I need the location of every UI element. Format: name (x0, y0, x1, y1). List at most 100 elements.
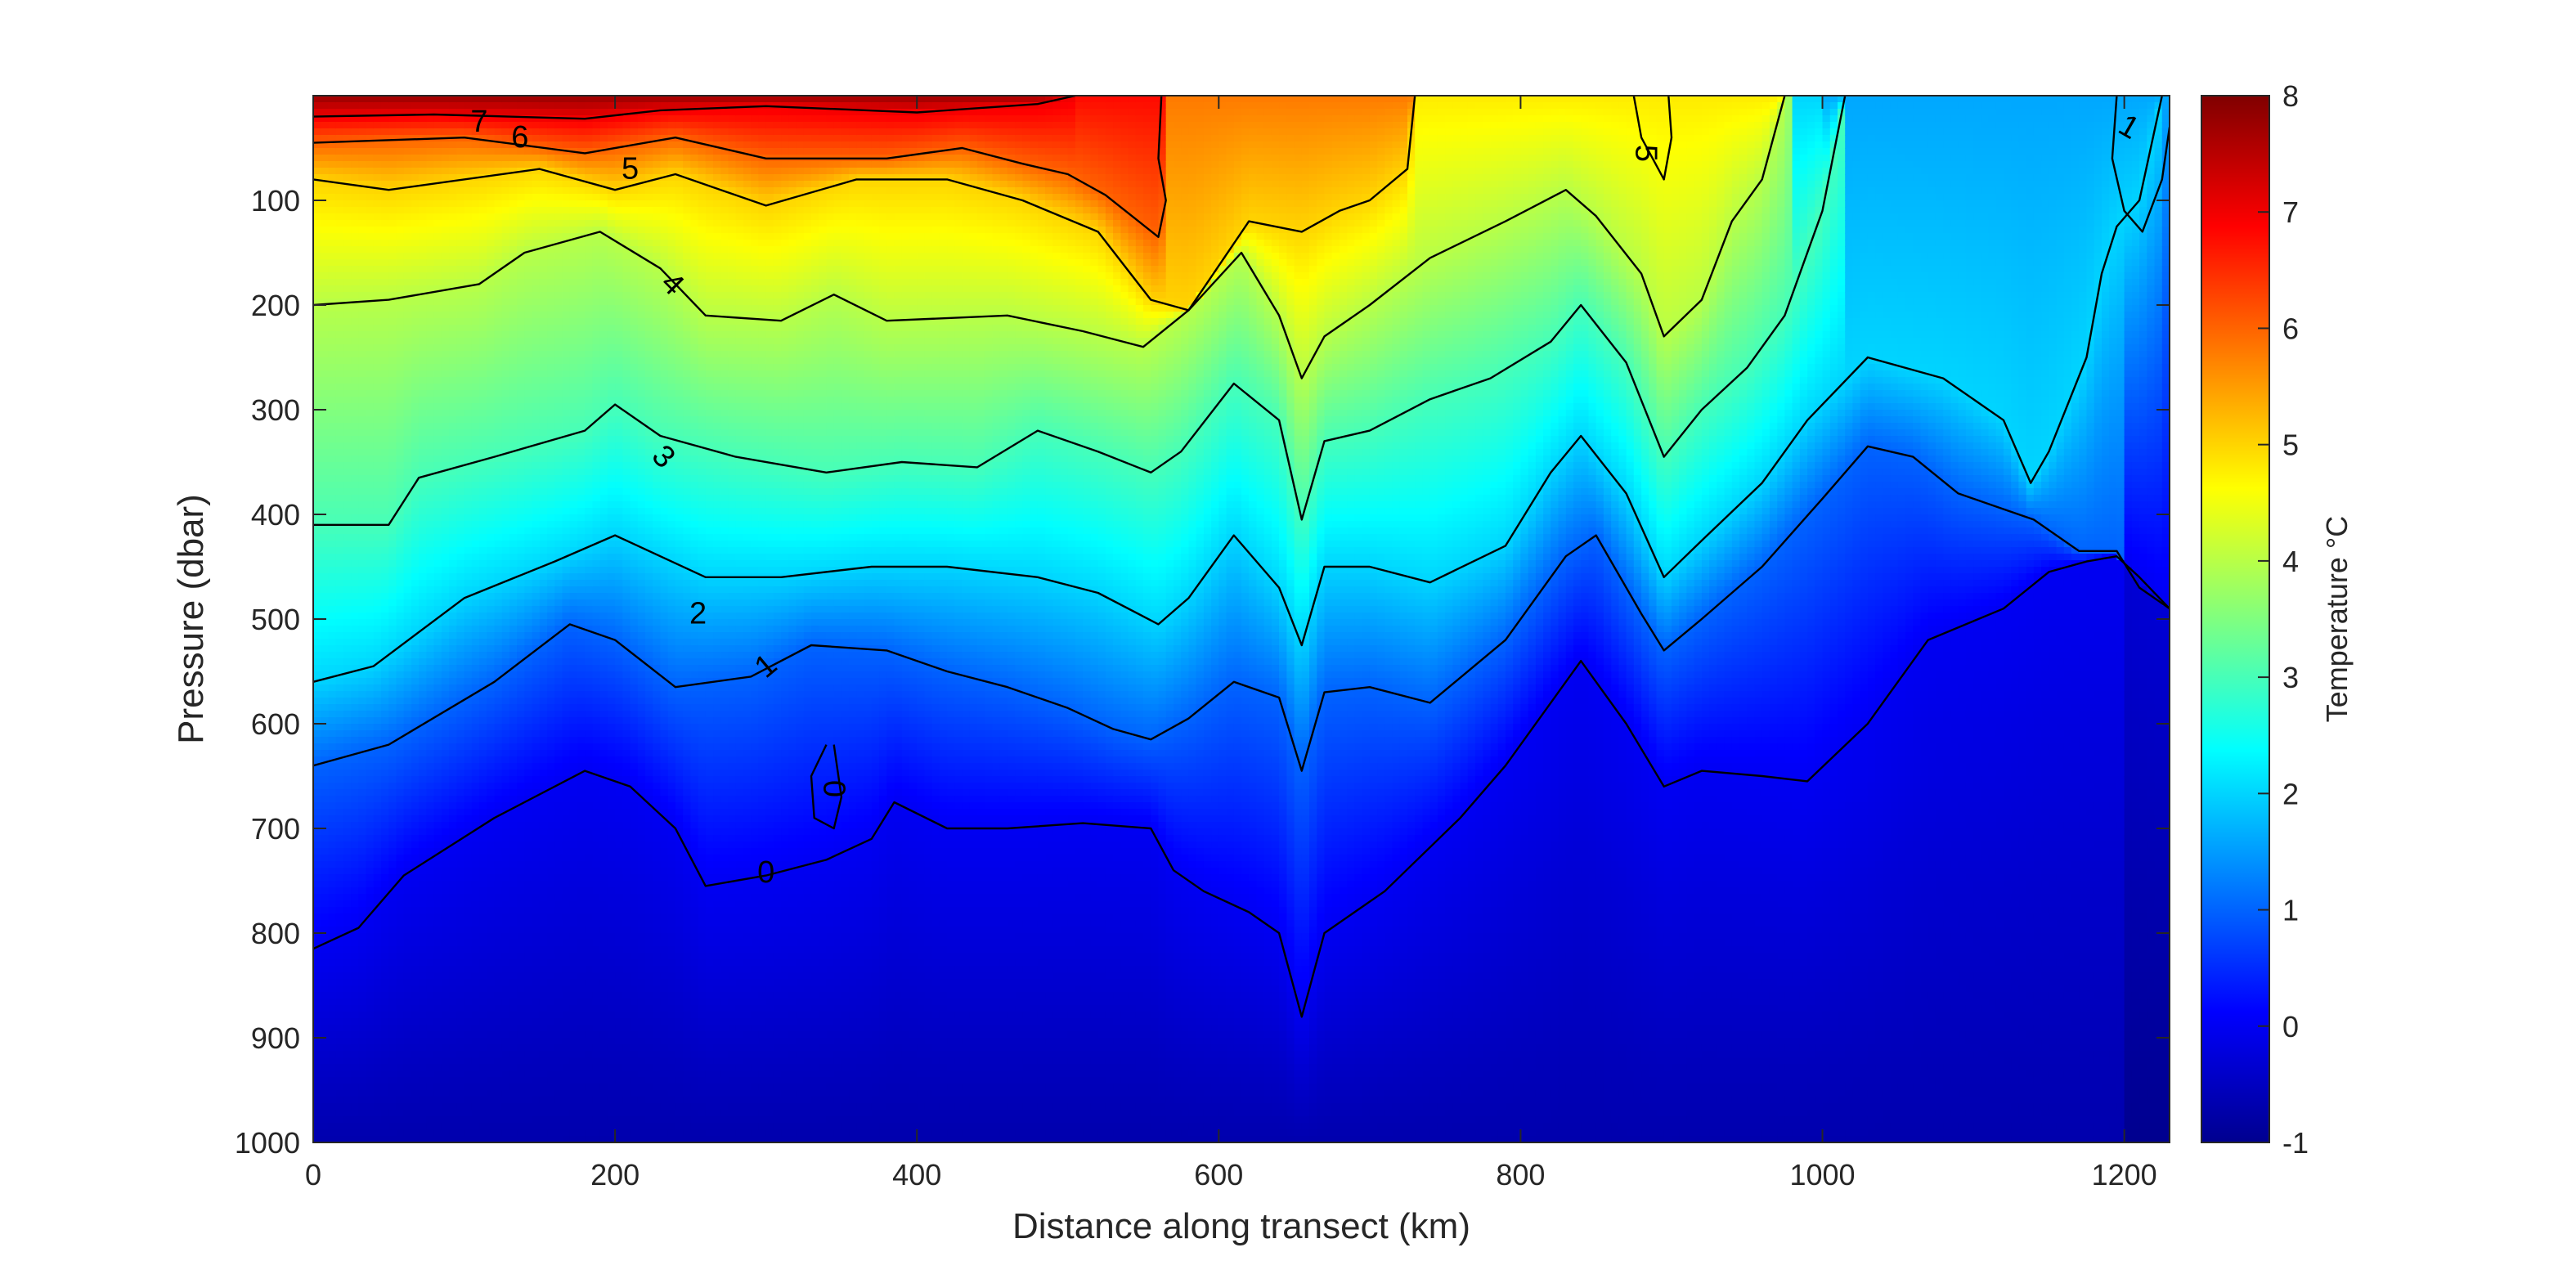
temperature-cell (426, 658, 435, 666)
temperature-cell (539, 822, 548, 829)
temperature-cell (464, 233, 473, 240)
temperature-cell (539, 508, 548, 515)
temperature-cell (509, 141, 518, 149)
temperature-cell (366, 1057, 375, 1065)
temperature-cell (524, 770, 533, 777)
temperature-cell (343, 148, 352, 155)
temperature-cell (471, 351, 480, 358)
temperature-cell (456, 828, 465, 836)
temperature-cell (471, 298, 480, 306)
temperature-cell (366, 181, 375, 188)
temperature-cell (366, 920, 375, 927)
temperature-cell (328, 541, 337, 548)
temperature-cell (441, 586, 450, 594)
temperature-cell (388, 887, 397, 895)
temperature-cell (509, 318, 518, 325)
temperature-cell (343, 946, 352, 954)
temperature-cell (373, 1077, 382, 1084)
temperature-cell (321, 1097, 330, 1104)
temperature-cell (411, 770, 420, 777)
temperature-cell (335, 756, 344, 764)
temperature-cell (464, 364, 473, 371)
temperature-cell (494, 514, 503, 522)
temperature-cell (351, 868, 360, 875)
temperature-cell (426, 547, 435, 554)
temperature-cell (464, 436, 473, 443)
temperature-fill (313, 96, 2170, 1142)
temperature-cell (501, 822, 510, 829)
temperature-cell (433, 907, 442, 914)
temperature-cell (343, 488, 352, 496)
temperature-cell (373, 338, 382, 345)
temperature-cell (419, 632, 428, 640)
temperature-cell (517, 161, 526, 168)
temperature-cell (532, 763, 541, 770)
temperature-cell (524, 639, 533, 646)
temperature-cell (396, 580, 405, 587)
temperature-cell (351, 102, 360, 110)
temperature-cell (426, 331, 435, 339)
temperature-cell (449, 109, 458, 116)
temperature-cell (456, 547, 465, 554)
temperature-cell (524, 312, 533, 319)
temperature-cell (321, 776, 330, 783)
temperature-cell (358, 678, 367, 685)
temperature-cell (464, 992, 473, 999)
temperature-cell (358, 554, 367, 561)
temperature-cell (464, 351, 473, 358)
temperature-cell (373, 613, 382, 620)
temperature-cell (403, 586, 412, 594)
temperature-cell (396, 102, 405, 110)
temperature-cell (313, 442, 322, 450)
temperature-cell (373, 168, 382, 175)
temperature-cell (313, 743, 322, 751)
temperature-cell (539, 233, 548, 240)
temperature-cell (494, 331, 503, 339)
temperature-cell (487, 802, 496, 810)
temperature-cell (358, 946, 367, 954)
temperature-cell (328, 357, 337, 365)
temperature-cell (471, 887, 480, 895)
temperature-cell (449, 436, 458, 443)
temperature-cell (321, 658, 330, 666)
temperature-cell (456, 475, 465, 482)
temperature-cell (381, 756, 390, 764)
temperature-cell (343, 325, 352, 332)
temperature-cell (532, 403, 541, 411)
temperature-cell (321, 809, 330, 816)
temperature-cell (524, 429, 533, 437)
temperature-cell (358, 671, 367, 679)
temperature-cell (343, 763, 352, 770)
temperature-cell (351, 240, 360, 247)
temperature-cell (419, 534, 428, 541)
temperature-cell (366, 750, 375, 757)
temperature-cell (539, 527, 548, 535)
temperature-cell (517, 822, 526, 829)
temperature-cell (328, 717, 337, 725)
temperature-cell (403, 1031, 412, 1039)
temperature-cell (539, 619, 548, 626)
temperature-cell (403, 233, 412, 240)
temperature-cell (381, 567, 390, 574)
temperature-cell (501, 266, 510, 273)
temperature-cell (426, 953, 435, 960)
temperature-cell (403, 900, 412, 908)
temperature-cell (464, 410, 473, 417)
temperature-cell (441, 436, 450, 443)
temperature-cell (501, 783, 510, 790)
temperature-cell (456, 1103, 465, 1111)
temperature-cell (321, 194, 330, 201)
temperature-cell (351, 606, 360, 613)
temperature-cell (539, 1070, 548, 1078)
temperature-cell (351, 698, 360, 705)
temperature-cell (381, 298, 390, 306)
temperature-cell (509, 1090, 518, 1097)
temperature-cell (456, 626, 465, 633)
temperature-cell (433, 894, 442, 901)
temperature-cell (351, 1051, 360, 1058)
temperature-cell (426, 1038, 435, 1045)
temperature-cell (388, 259, 397, 267)
temperature-cell (539, 1084, 548, 1091)
temperature-cell (321, 822, 330, 829)
temperature-cell (321, 168, 330, 175)
